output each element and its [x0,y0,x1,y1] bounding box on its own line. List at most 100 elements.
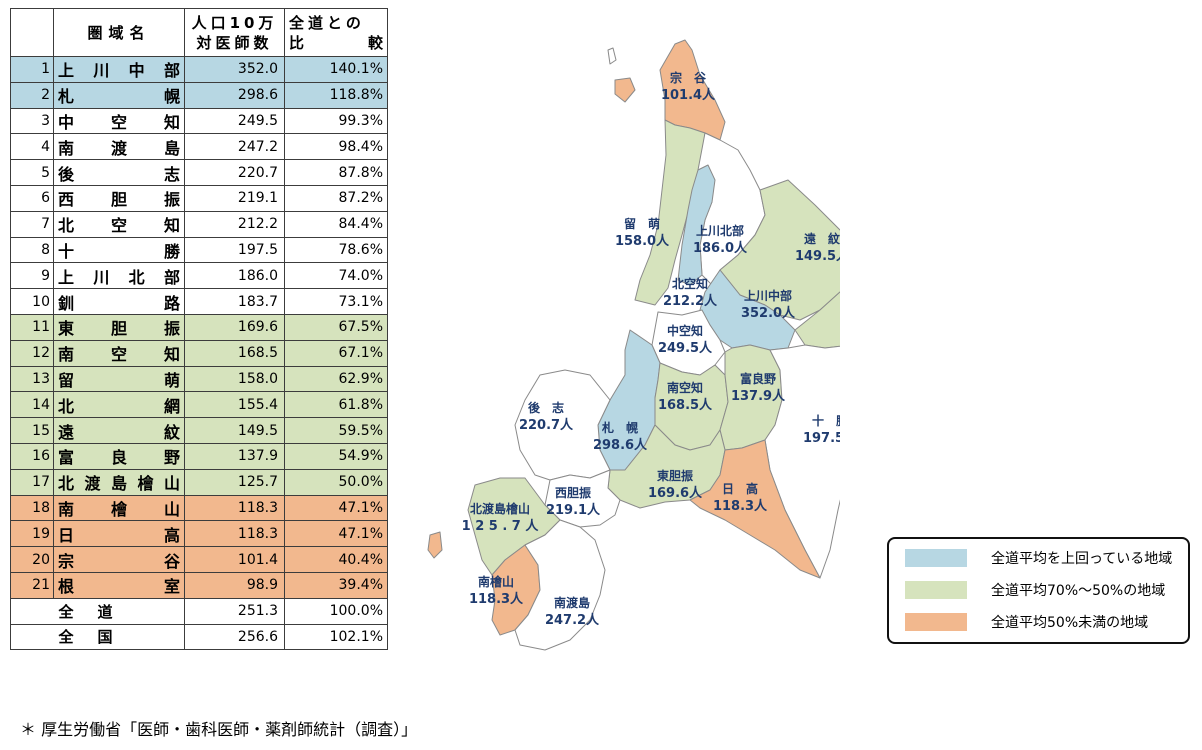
hokkaido-map: 宗 谷 101.4人留 萌 158.0人 上川北部 186.0人 遠 紋 149.5人北空知… [427,39,840,651]
map-legend: 全道平均を上回っている地域 全道平均70%～50%の地域 全道平均50%未満の地域 [887,537,1190,644]
table-row: 15 遠紋 149.5 59.5% [10,417,388,444]
map-region-name: 留 萌 [624,216,660,231]
header-ratio-line2-right: 較 [367,33,383,52]
map-region-name: 遠 紋 [804,231,840,246]
row-ratio: 99.3% [284,107,388,135]
table-row: 2 札幌 298.6 118.8% [10,81,388,109]
map-region-value: 101.4人 [661,87,716,103]
region-name-char: 東 [58,319,75,339]
map-region-name: 後 志 [528,400,564,415]
region-name-chars: 後志 [58,161,180,185]
map-region-value: 219.1人 [546,502,601,518]
map-region-value: 168.5人 [658,397,713,413]
row-ratio: 47.1% [284,520,388,548]
header-doctors-line2: 対医師数 [196,33,273,52]
summary-ratio: 100.0% [284,597,388,625]
row-doctors-per-100k: 247.2 [184,133,285,161]
row-doctors-per-100k: 168.5 [184,339,285,367]
region-name-char: 根 [58,577,75,597]
region-name-char: 野 [163,448,180,468]
region-tokachi [764,344,840,579]
summary-name: 全国 [10,623,185,651]
table-row: 21 根室 98.9 39.4% [10,571,388,599]
row-region-name: 南空知 [53,339,185,367]
region-rebun-island [607,47,617,65]
map-region-name: 北渡島檜山 [470,501,530,516]
header-ratio-line2: 比 較 [289,33,383,53]
map-region-name: 札 幌 [601,420,638,435]
map-region-name: 上川中部 [744,288,792,303]
summary-name-text: 全国 [58,628,137,647]
header-ratio-cell: 全道との 比 較 [284,8,388,57]
row-region-name: 東胆振 [53,313,185,341]
region-name-char: 南 [58,138,75,158]
map-region-name: 南渡島 [554,595,590,610]
region-name-chars: 釧路 [58,290,180,314]
row-number: 7 [10,210,54,238]
map-region-value: 298.6人 [593,437,648,453]
region-name-char: 川 [93,61,110,81]
row-number: 17 [10,468,54,496]
row-doctors-per-100k: 220.7 [184,159,285,186]
header-doctors-line1: 人口10万 [191,13,278,32]
region-name-char: 渡 [110,138,127,158]
row-ratio: 50.0% [284,468,388,496]
region-name-char: 振 [163,319,180,339]
row-doctors-per-100k: 249.5 [184,107,285,135]
row-number: 18 [10,494,54,522]
map-region-value: 197.5人 [803,430,840,446]
row-number: 1 [10,56,54,83]
row-region-name: 留萌 [53,365,185,393]
summary-value: 256.6 [184,623,285,651]
region-name-char: 胆 [110,190,127,210]
row-ratio: 67.5% [284,313,388,341]
region-name-char: 釧 [58,293,75,313]
row-number: 8 [10,236,54,264]
table-row: 18 南 檜 山 118.3 47.1% [10,494,388,522]
region-name-chars: 北空知 [58,212,180,236]
region-okushiri-island [427,531,443,559]
map-region-name: 日 高 [722,481,758,496]
map-region-value: 220.7人 [519,417,574,433]
region-name-chars: 富良野 [58,444,180,468]
map-region-value: 169.6人 [648,485,703,501]
region-name-char: 山 [163,474,180,494]
legend-swatch [905,581,967,599]
region-rumoi [634,119,706,306]
row-number: 11 [10,313,54,341]
row-ratio: 78.6% [284,236,388,264]
region-name-char: 中 [128,61,145,81]
region-name-char: 札 [58,87,75,107]
map-region-value: 1 2 5 . 7 人 [462,518,540,534]
row-region-name: 上川北部 [53,262,185,290]
map-region-value: 137.9人 [731,388,786,404]
legend-swatch [905,549,967,567]
row-ratio: 47.1% [284,494,388,522]
row-ratio: 62.9% [284,365,388,393]
region-name-char: 知 [163,216,180,236]
table-row: 17 北渡島檜山 125.7 50.0% [10,468,388,496]
region-name-char: 川 [93,267,110,287]
region-name-char: 部 [163,61,180,81]
region-name-char: 北 [58,396,75,416]
region-name-char: 北 [58,216,75,236]
row-region-name: 北渡島檜山 [53,468,185,496]
legend-label: 全道平均50%未満の地域 [991,615,1149,631]
summary-value: 251.3 [184,597,285,625]
region-kita-sorachi [677,164,716,286]
region-name-char: 後 [58,164,75,184]
region-name-char: 南 [58,345,75,365]
row-region-name: 日高 [53,520,185,548]
summary-ratio: 102.1% [284,623,388,651]
row-region-name: 中空知 [53,107,185,135]
row-doctors-per-100k: 212.2 [184,210,285,238]
row-number: 13 [10,365,54,393]
row-doctors-per-100k: 219.1 [184,184,285,212]
legend-swatch [905,613,967,631]
table-row: 16 富 良 野 137.9 54.9% [10,442,388,470]
row-region-name: 北網 [53,391,185,419]
row-number: 9 [10,262,54,290]
header-ratio-line2-left: 比 [289,33,305,52]
region-name-char: 空 [110,345,127,365]
region-name-char: 遠 [58,422,75,442]
